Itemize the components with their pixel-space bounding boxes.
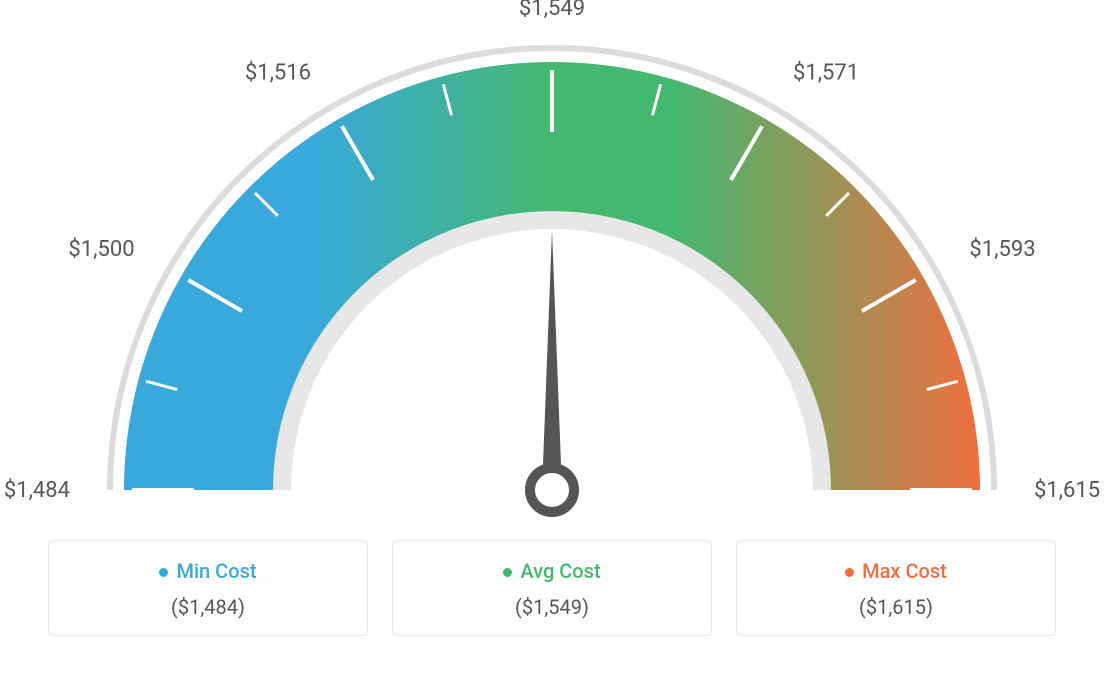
legend-card-max: Max Cost ($1,615) (736, 540, 1056, 636)
legend-value-max: ($1,615) (747, 595, 1045, 619)
tick-label: $1,615 (1034, 478, 1100, 503)
legend-title-max: Max Cost (747, 559, 1045, 583)
tick-label: $1,516 (245, 61, 311, 86)
dot-icon (845, 568, 854, 577)
legend-title-text: Min Cost (176, 559, 256, 583)
legend-card-min: Min Cost ($1,484) (48, 540, 368, 636)
cost-gauge: $1,484 $1,500 $1,516 $1,549 $1,571 $1,593 $1,6… (0, 0, 1104, 530)
needle (542, 230, 562, 490)
tick-label: $1,549 (519, 0, 585, 21)
legend-title-min: Min Cost (59, 559, 357, 583)
tick-label: $1,500 (68, 237, 134, 262)
legend-value-min: ($1,484) (59, 595, 357, 619)
legend-value-avg: ($1,549) (403, 595, 701, 619)
legend-card-avg: Avg Cost ($1,549) (392, 540, 712, 636)
legend-row: Min Cost ($1,484) Avg Cost ($1,549) Max … (0, 530, 1104, 636)
dot-icon (503, 568, 512, 577)
legend-title-text: Avg Cost (520, 559, 600, 583)
tick-label: $1,571 (793, 61, 859, 86)
legend-title-avg: Avg Cost (403, 559, 701, 583)
gauge-svg: $1,484 $1,500 $1,516 $1,549 $1,571 $1,593 $1,6… (0, 0, 1104, 530)
dot-icon (159, 568, 168, 577)
tick-label: $1,593 (969, 237, 1035, 262)
legend-title-text: Max Cost (862, 559, 947, 583)
needle-hub (530, 468, 574, 512)
tick-label: $1,484 (4, 478, 70, 503)
